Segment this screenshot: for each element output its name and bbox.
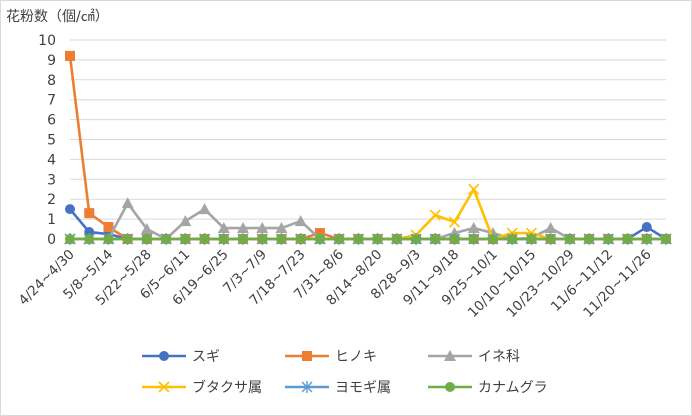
data-point [449, 234, 460, 244]
legend-label: カナムグラ [478, 380, 548, 396]
data-point [411, 234, 422, 244]
series-group [64, 50, 672, 245]
legend-swatch-marker [444, 350, 456, 361]
y-tick-label: 10 [38, 33, 56, 49]
data-point [295, 234, 306, 244]
data-point [661, 234, 671, 244]
y-tick-label: 2 [47, 192, 56, 208]
y-tick-label: 3 [47, 172, 56, 188]
data-point [237, 222, 250, 234]
y-axis-title: 花粉数（個/㎠） [6, 9, 109, 25]
data-point [65, 234, 75, 244]
data-point [353, 234, 364, 244]
data-point [275, 222, 288, 234]
data-point [122, 234, 133, 244]
y-tick-label: 4 [47, 152, 56, 168]
x-tick-label: 11/20~11/26 [580, 247, 654, 321]
data-point [198, 203, 211, 215]
data-point [545, 234, 556, 244]
legend-item: スギ [142, 349, 220, 365]
legend-label: スギ [192, 349, 220, 365]
y-tick-label: 7 [47, 93, 56, 109]
data-point [314, 234, 325, 244]
data-point [564, 234, 575, 244]
data-point [430, 234, 441, 244]
gridlines [70, 39, 666, 240]
series-2 [64, 197, 672, 244]
data-point [334, 234, 345, 244]
data-point [448, 216, 461, 228]
data-point [121, 197, 134, 209]
data-point [65, 204, 75, 215]
data-point [294, 215, 307, 227]
series-line [70, 187, 666, 241]
data-point [103, 222, 114, 233]
legend-label: イネ科 [478, 349, 520, 365]
data-point [584, 234, 595, 244]
data-point [179, 215, 192, 227]
data-point [256, 222, 269, 234]
data-point [603, 234, 614, 244]
y-tick-label: 0 [47, 232, 56, 248]
data-point [199, 234, 210, 244]
legend-label: ブタクサ属 [192, 379, 262, 396]
legend-item: ヨモギ属 [285, 380, 391, 396]
data-point [84, 234, 95, 244]
y-tick-label: 5 [47, 133, 56, 149]
legend-item: ブタクサ属 [142, 379, 262, 396]
data-point [84, 208, 95, 219]
legend-swatch-marker [301, 381, 313, 393]
y-tick-label: 8 [47, 73, 56, 89]
legend-swatch-marker [445, 382, 455, 392]
data-point [622, 234, 633, 244]
legend-swatch-marker [158, 381, 170, 393]
data-point [468, 183, 480, 195]
data-point [641, 234, 652, 244]
data-point [161, 234, 172, 244]
data-point [217, 222, 230, 234]
data-point [391, 234, 402, 244]
data-point [544, 222, 557, 234]
data-point [507, 234, 518, 244]
data-point [487, 234, 498, 244]
data-point [180, 234, 191, 244]
series-line [70, 201, 666, 241]
data-point [467, 222, 480, 234]
data-point [526, 234, 537, 244]
legend-label: ヒノキ [335, 349, 377, 365]
legend-swatch-marker [302, 351, 312, 361]
legend-swatch-marker [159, 351, 169, 361]
series-line [68, 55, 666, 241]
data-point [218, 234, 229, 244]
legend-item: イネ科 [428, 349, 520, 365]
legend-item: カナムグラ [428, 380, 548, 396]
data-point [141, 234, 152, 244]
y-tick-label: 6 [47, 113, 56, 129]
legend-label: ヨモギ属 [335, 380, 391, 396]
legend-item: ヒノキ [285, 349, 377, 365]
y-tick-label: 1 [47, 212, 56, 228]
data-point [641, 222, 652, 233]
data-point [84, 227, 95, 238]
series-5 [65, 234, 671, 244]
data-point [103, 234, 114, 244]
y-tick-label: 9 [47, 53, 56, 69]
data-point [65, 50, 75, 61]
data-point [238, 234, 249, 244]
data-point [468, 234, 479, 244]
data-point [372, 234, 383, 244]
data-point [257, 234, 268, 244]
data-point [140, 223, 153, 235]
data-point [276, 234, 287, 244]
x-tick-labels: 4/24~4/305/8~5/145/22~5/286/5~6/116/19~6… [16, 247, 655, 321]
data-point [429, 209, 441, 221]
y-tick-labels: 0 1 2 3 4 5 6 7 8 9 10 [38, 33, 56, 248]
